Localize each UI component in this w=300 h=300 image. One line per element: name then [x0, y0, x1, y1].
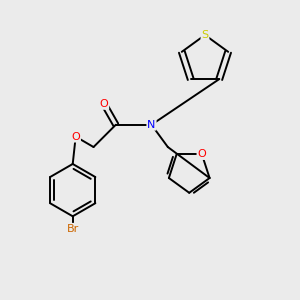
Text: N: N	[147, 120, 156, 130]
Text: O: O	[71, 132, 80, 142]
Text: O: O	[100, 99, 108, 109]
Text: Br: Br	[67, 224, 79, 234]
Text: O: O	[197, 149, 206, 159]
Text: S: S	[201, 30, 208, 40]
